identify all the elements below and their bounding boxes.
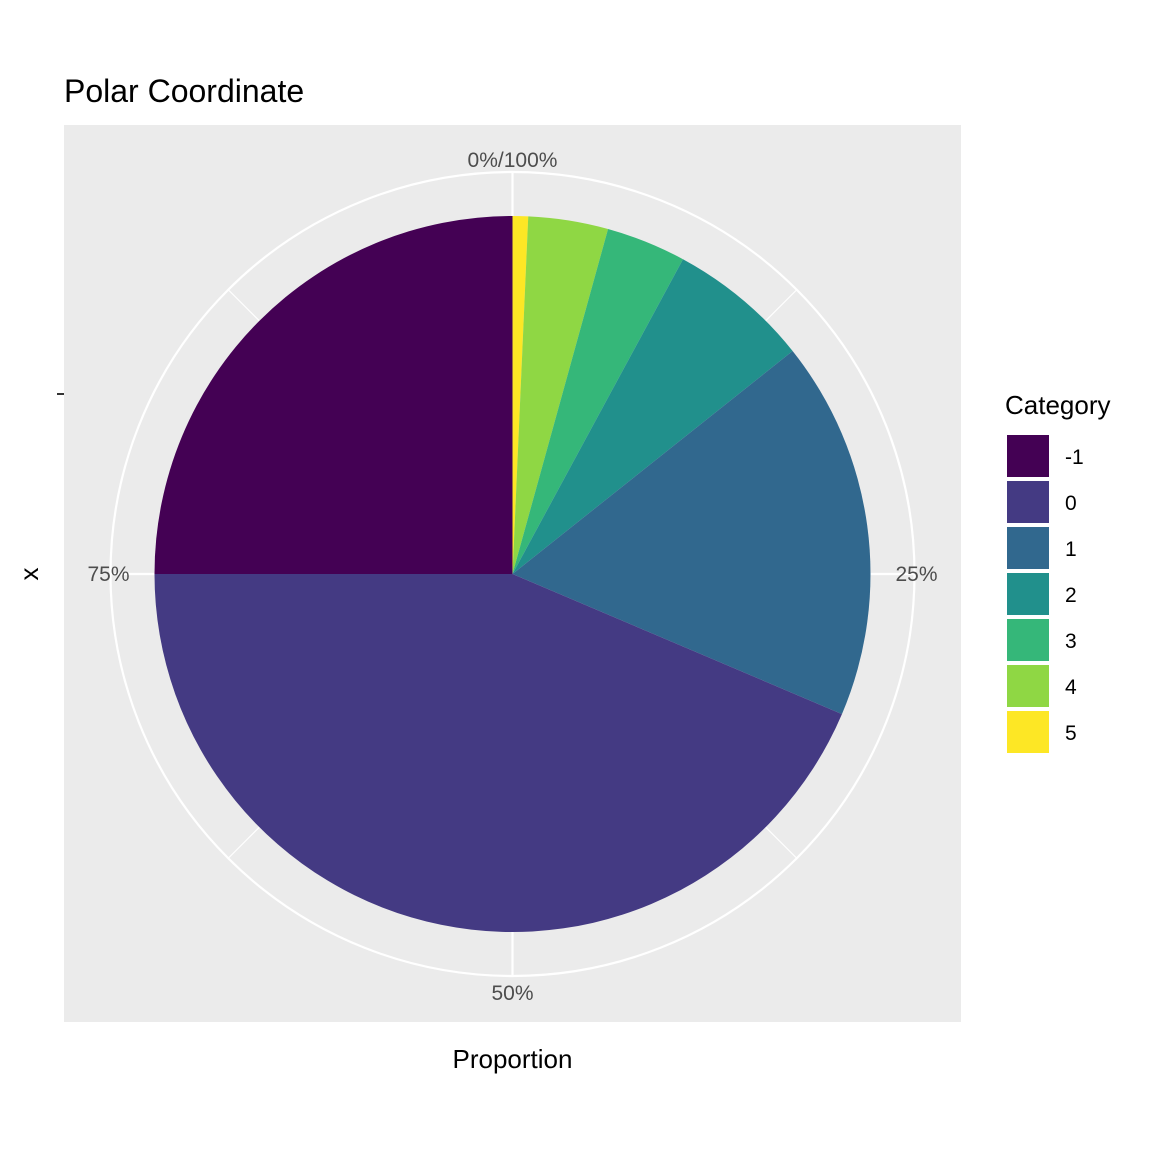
angle-tick-label: 0%/100% xyxy=(468,149,558,172)
legend-key-5 xyxy=(1005,709,1051,755)
legend-key-2 xyxy=(1005,571,1051,617)
angle-tick-labels: 0%/100% 25% 50% 75% xyxy=(87,149,937,1005)
legend-label: 2 xyxy=(1065,584,1077,607)
x-axis-title: Proportion xyxy=(453,1044,573,1074)
legend-label: 1 xyxy=(1065,538,1077,561)
y-axis-title: x xyxy=(14,568,44,581)
legend-label: 0 xyxy=(1065,492,1077,515)
pie-slice-1 xyxy=(512,351,871,715)
angle-tick-label: 25% xyxy=(896,563,938,586)
legend-key--1 xyxy=(1005,433,1051,479)
pie-slice-4 xyxy=(512,216,609,575)
pie-slice-5 xyxy=(512,216,529,574)
legend-key-4 xyxy=(1005,663,1051,709)
radial-grid xyxy=(110,172,915,976)
angle-tick-label: 50% xyxy=(491,982,533,1005)
legend-label: -1 xyxy=(1065,446,1084,469)
legend-key-0 xyxy=(1005,479,1051,525)
legend-label: 4 xyxy=(1065,676,1077,699)
legend-label: 3 xyxy=(1065,630,1077,653)
legend: -1 0 1 2 3 4 5 xyxy=(1005,433,1084,755)
chart-title: Polar Coordinate xyxy=(64,73,304,109)
legend-key-3 xyxy=(1005,617,1051,663)
legend-title: Category xyxy=(1005,390,1111,420)
pie-slice-0 xyxy=(154,574,842,932)
legend-key-1 xyxy=(1005,525,1051,571)
radial-grid-line xyxy=(765,826,798,859)
legend-label: 5 xyxy=(1065,722,1077,745)
radial-grid-line xyxy=(765,289,798,322)
pie-slices xyxy=(154,216,871,932)
radial-grid-line xyxy=(227,289,260,322)
pie-slice-3 xyxy=(512,228,683,574)
angle-tick-label: 75% xyxy=(87,563,129,586)
radial-grid-line xyxy=(227,826,260,859)
pie-slice--1 xyxy=(154,216,513,574)
pie-slice-2 xyxy=(512,259,793,574)
